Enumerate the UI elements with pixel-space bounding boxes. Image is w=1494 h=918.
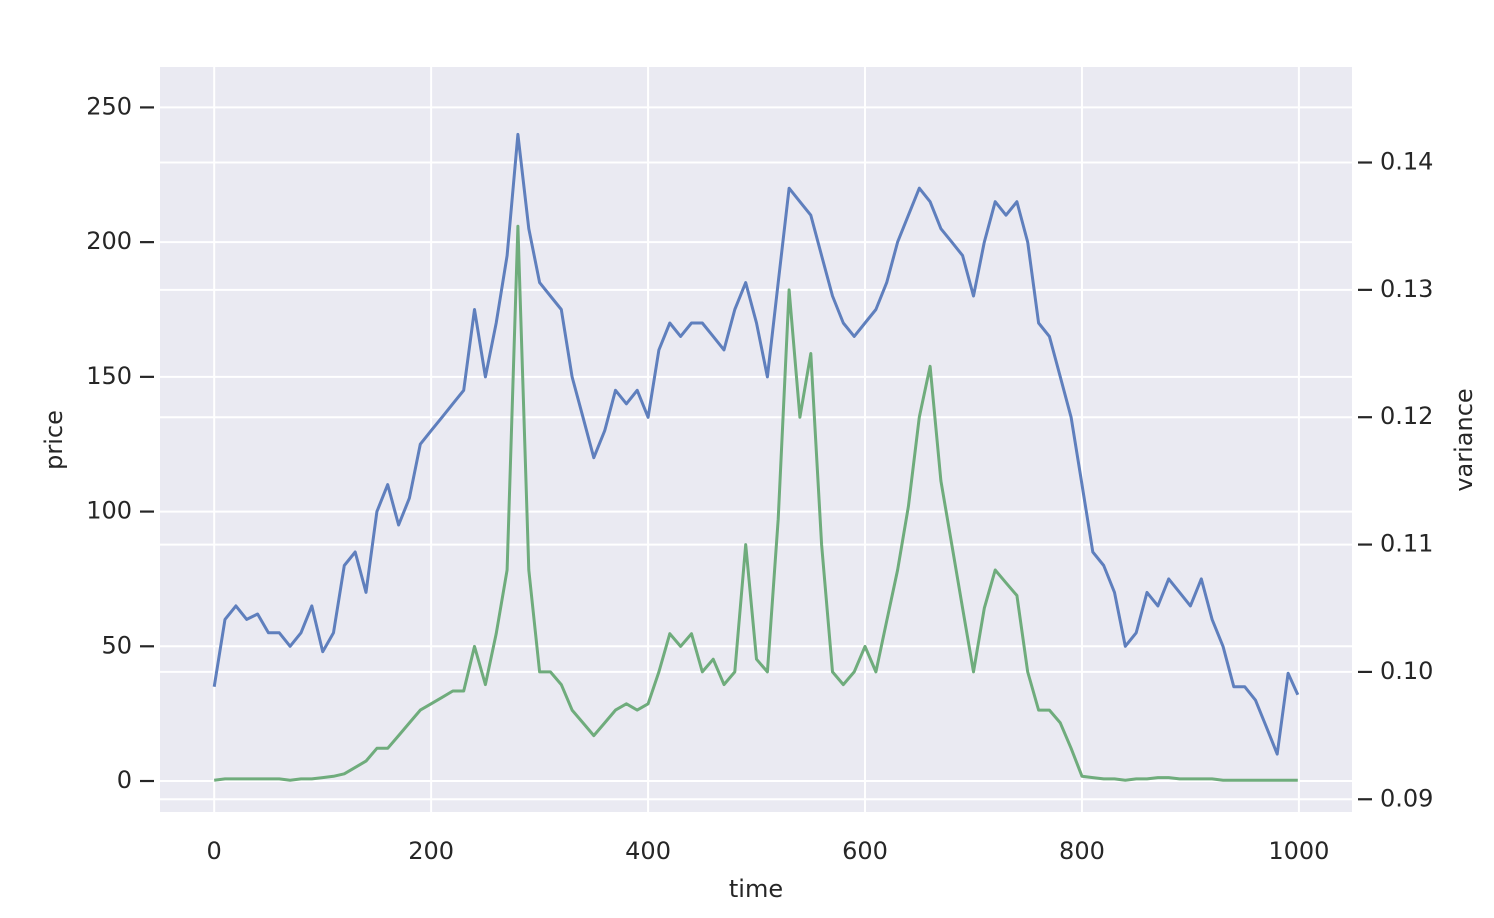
y-tick-label: 250: [86, 92, 132, 120]
plot-area: [160, 67, 1352, 812]
x-tick-label: 0: [207, 837, 222, 865]
grid: [160, 67, 1352, 812]
series-line: [214, 224, 1298, 782]
y2-tick-label: 0.13: [1380, 275, 1433, 303]
y2-tick-label: 0.10: [1380, 657, 1433, 685]
y-tick-label: 100: [86, 497, 132, 525]
x-tick-label: 200: [408, 837, 454, 865]
y-tick-label: 0: [117, 766, 132, 794]
y-tick-label: 50: [101, 631, 132, 659]
y2-axis-label: variance: [1450, 388, 1478, 491]
marks: [212, 132, 1300, 782]
y2-tick-label: 0.14: [1380, 148, 1433, 176]
y2-tick-label: 0.11: [1380, 530, 1433, 558]
y2-tick-label: 0.09: [1380, 784, 1433, 812]
x-tick-label: 600: [842, 837, 888, 865]
series-line: [212, 132, 1300, 756]
y2-tick-label: 0.12: [1380, 402, 1433, 430]
x-tick-label: 800: [1059, 837, 1105, 865]
y-tick-label: 150: [86, 362, 132, 390]
x-tick-label: 400: [625, 837, 671, 865]
y-axis-label: price: [40, 410, 68, 470]
y-tick-label: 200: [86, 227, 132, 255]
x-axis-label: time: [729, 875, 783, 903]
x-tick-label: 1000: [1268, 837, 1329, 865]
